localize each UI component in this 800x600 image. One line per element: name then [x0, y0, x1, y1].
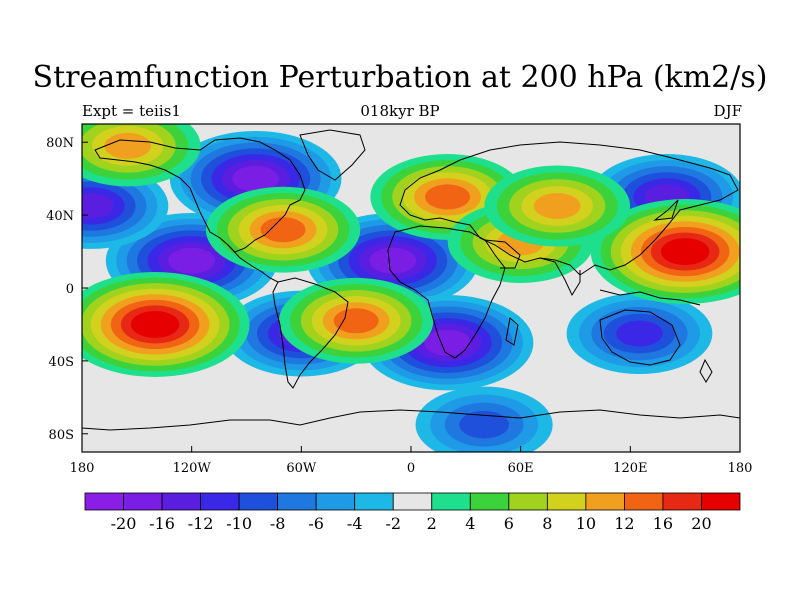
colorbar-label: -2: [385, 514, 401, 533]
coast-south-america: [272, 277, 349, 389]
coast-north-america: [94, 137, 306, 253]
coast-madagascar: [505, 317, 519, 346]
colorbar-swatch: [354, 492, 394, 511]
lat-tick-label: 0: [66, 282, 74, 297]
lat-tick-label: 80N: [46, 136, 74, 151]
colorbar-label: 10: [576, 514, 596, 533]
contour-low-2-level-16: [369, 247, 417, 274]
lon-tick-label: 60E: [508, 461, 534, 476]
chart-title: Streamfunction Perturbation at 200 hPa (…: [32, 60, 768, 95]
colorbar-label: 4: [465, 514, 475, 533]
colorbar-swatch: [238, 492, 279, 511]
experiment-label: Expt = teiis1: [82, 102, 181, 120]
colorbar-label: 6: [504, 514, 514, 533]
colorbar-swatch: [84, 492, 124, 511]
contour-high-9-level-20: [660, 238, 710, 266]
lon-tick-label: 120W: [173, 461, 212, 476]
contour-high-12-level-12: [260, 217, 306, 243]
coast-australia: [599, 309, 681, 366]
contour-low-1-level-16: [168, 247, 215, 274]
colorbar-swatch: [161, 492, 201, 511]
colorbar-swatch: [469, 492, 510, 511]
colorbar-label: -12: [188, 514, 214, 533]
coast-africa: [387, 225, 506, 359]
colorbar-swatch: [200, 492, 240, 511]
colorbar: -20 -16 -12 -10 -8 -6 -4 -2 2 4 6 8 10 12 16 20: [84, 492, 741, 533]
colorbar-label: -20: [111, 514, 137, 533]
lat-tick-label: 40S: [49, 355, 74, 370]
colorbar-label: -10: [226, 514, 252, 533]
colorbar-label: 20: [691, 514, 711, 533]
axis-ticks: 80N 40N 0 40S 80S 180 120W 60W 0 60E 120E 180: [46, 136, 752, 476]
colorbar-swatch: [123, 492, 163, 511]
coast-arabia: [484, 239, 521, 269]
coast-greenland: [299, 129, 366, 181]
coast-antarctica: [82, 409, 740, 431]
colorbar-swatch: [315, 492, 356, 511]
colorbar-swatch: [701, 492, 741, 511]
colorbar-label: -8: [270, 514, 286, 533]
colorbar-swatch: [508, 492, 548, 511]
colorbar-swatch: [546, 492, 587, 511]
colorbar-swatch: [277, 492, 317, 511]
season-label: DJF: [713, 102, 742, 120]
contour-high-16-level-10: [533, 193, 581, 219]
colorbar-label: -4: [347, 514, 363, 533]
coast-central-america: [227, 244, 279, 283]
colorbar-label: 8: [542, 514, 552, 533]
contour-low-5-level-10: [616, 320, 663, 347]
lon-tick-label: 180: [70, 461, 95, 476]
lon-tick-label: 60W: [286, 461, 317, 476]
colorbar-swatch: [662, 492, 702, 511]
coast-japan: [653, 199, 679, 221]
contour-low-8-level-8: [459, 410, 509, 439]
contour-field: [82, 124, 740, 452]
coastlines: [82, 129, 740, 431]
coast-indonesia: [599, 289, 701, 306]
map-plot-area: [82, 124, 740, 452]
contour-low-0-level-16: [232, 165, 279, 192]
coast-eurasia: [399, 141, 739, 276]
contour-low-4-level-16: [424, 329, 471, 356]
colorbar-swatch: [624, 492, 664, 511]
contour-high-10-level-20: [130, 310, 180, 338]
lon-tick-label: 120E: [613, 461, 647, 476]
colorbar-swatch: [431, 492, 471, 511]
lon-tick-label: 0: [407, 461, 415, 476]
colorbar-label: -16: [149, 514, 175, 533]
contour-low-7-level-12: [82, 193, 114, 219]
contour-high-13-level-12: [333, 308, 379, 334]
lat-tick-label: 40N: [46, 209, 74, 224]
contour-high-14-level-10: [104, 132, 152, 159]
colorbar-swatch: [392, 492, 433, 511]
coast-india: [539, 257, 581, 297]
colorbar-label: 16: [653, 514, 673, 533]
colorbar-label: -6: [308, 514, 324, 533]
coast-new-zealand: [699, 358, 713, 383]
period-label: 018kyr BP: [360, 102, 440, 120]
colorbar-label: 2: [427, 514, 437, 533]
contour-high-11-level-12: [425, 184, 471, 210]
colorbar-swatch: [585, 492, 625, 511]
lon-tick-label: 180: [728, 461, 753, 476]
lat-tick-label: 80S: [49, 428, 74, 443]
colorbar-label: 12: [614, 514, 634, 533]
